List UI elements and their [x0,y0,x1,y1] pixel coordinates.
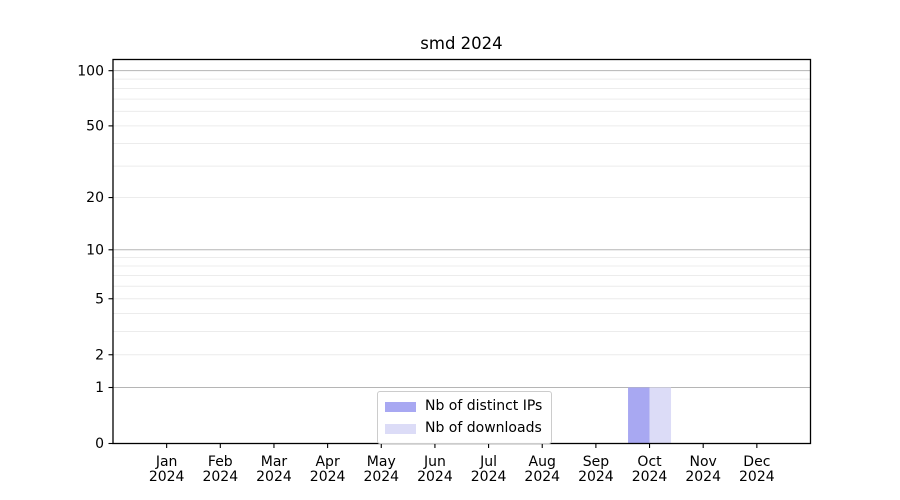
y-tick-label: 1 [95,380,104,396]
y-tick-label: 10 [86,242,104,258]
x-tick-label: Jul [479,454,497,470]
y-tick-label: 5 [95,291,104,307]
legend-swatch-distinct-ips [385,401,416,412]
legend-swatch-downloads [385,423,416,434]
y-tick-label: 50 [86,119,104,135]
x-tick-label: 2024 [417,469,453,485]
x-tick-label: 2024 [202,469,238,485]
x-tick-label: Nov [690,454,717,470]
x-tick-label: May [367,454,396,470]
y-tick-label: 0 [95,436,104,452]
x-tick-label: 2024 [632,469,668,485]
x-tick-label: 2024 [471,469,507,485]
x-tick-label: Sep [583,454,610,470]
x-tick-label: 2024 [256,469,292,485]
x-tick-label: Dec [743,454,770,470]
x-tick-label: 2024 [739,469,775,485]
legend: Nb of distinct IPs Nb of downloads [377,391,553,444]
x-tick-label: 2024 [363,469,399,485]
x-tick-label: Jan [155,454,178,470]
axes-frame [112,58,812,445]
x-tick-label: 2024 [578,469,614,485]
legend-item-distinct-ips: Nb of distinct IPs [385,397,542,416]
legend-item-downloads: Nb of downloads [385,419,542,438]
chart-title: smd 2024 [420,34,503,53]
bar-downloads [649,387,672,444]
y-tick-label: 2 [95,347,104,363]
x-tick-label: Mar [261,454,288,470]
x-tick-label: 2024 [685,469,721,485]
y-tick-label: 20 [86,190,104,206]
x-tick-label: 2024 [310,469,346,485]
x-tick-label: Jun [423,454,446,470]
x-tick-label: Aug [529,454,556,470]
x-tick-label: Feb [208,454,233,470]
x-tick-label: Oct [637,454,662,470]
x-tick-label: Apr [315,454,339,470]
x-tick-label: 2024 [149,469,185,485]
legend-label-downloads: Nb of downloads [425,420,542,436]
x-tick-label: 2024 [524,469,560,485]
legend-label-distinct-ips: Nb of distinct IPs [425,398,543,414]
bar-distinct-ips [628,387,650,444]
y-tick-label: 100 [77,63,104,79]
